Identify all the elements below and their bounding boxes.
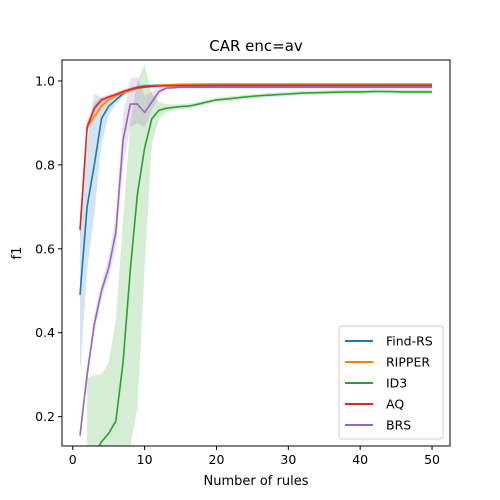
legend-label-find-rs: Find-RS (386, 334, 433, 349)
x-tick-label: 10 (137, 452, 153, 467)
x-tick-label: 20 (209, 452, 225, 467)
line-brs (79, 86, 432, 436)
y-tick-label: 0.2 (35, 409, 55, 424)
legend-label-id3: ID3 (386, 376, 407, 391)
legend-label-ripper: RIPPER (386, 355, 430, 370)
legend-label-aq: AQ (386, 397, 404, 412)
plot-frame (61, 59, 451, 447)
y-tick-label: 1.0 (35, 73, 55, 88)
y-axis-label: f1 (10, 247, 25, 260)
confidence-bands (80, 64, 432, 446)
x-tick-label: 50 (424, 452, 440, 467)
band-id3 (87, 64, 432, 446)
x-tick-label: 40 (352, 452, 368, 467)
y-axis: 0.2 0.4 0.6 0.8 1.0 (35, 73, 62, 424)
x-tick-label: 0 (69, 452, 77, 467)
line-aq (79, 84, 432, 230)
series-lines (79, 83, 432, 446)
chart-title: CAR enc=av (209, 37, 303, 55)
x-axis-label: Number of rules (204, 474, 309, 489)
y-tick-label: 0.8 (35, 157, 55, 172)
legend: Find-RS RIPPER ID3 AQ BRS (338, 325, 444, 440)
legend-label-brs: BRS (386, 418, 411, 433)
x-axis: 0 10 20 30 40 50 (69, 446, 440, 467)
legend-box (338, 325, 444, 440)
x-tick-label: 30 (280, 452, 296, 467)
y-tick-label: 0.4 (35, 325, 55, 340)
y-tick-label: 0.6 (35, 241, 55, 256)
line-id3 (98, 90, 432, 446)
